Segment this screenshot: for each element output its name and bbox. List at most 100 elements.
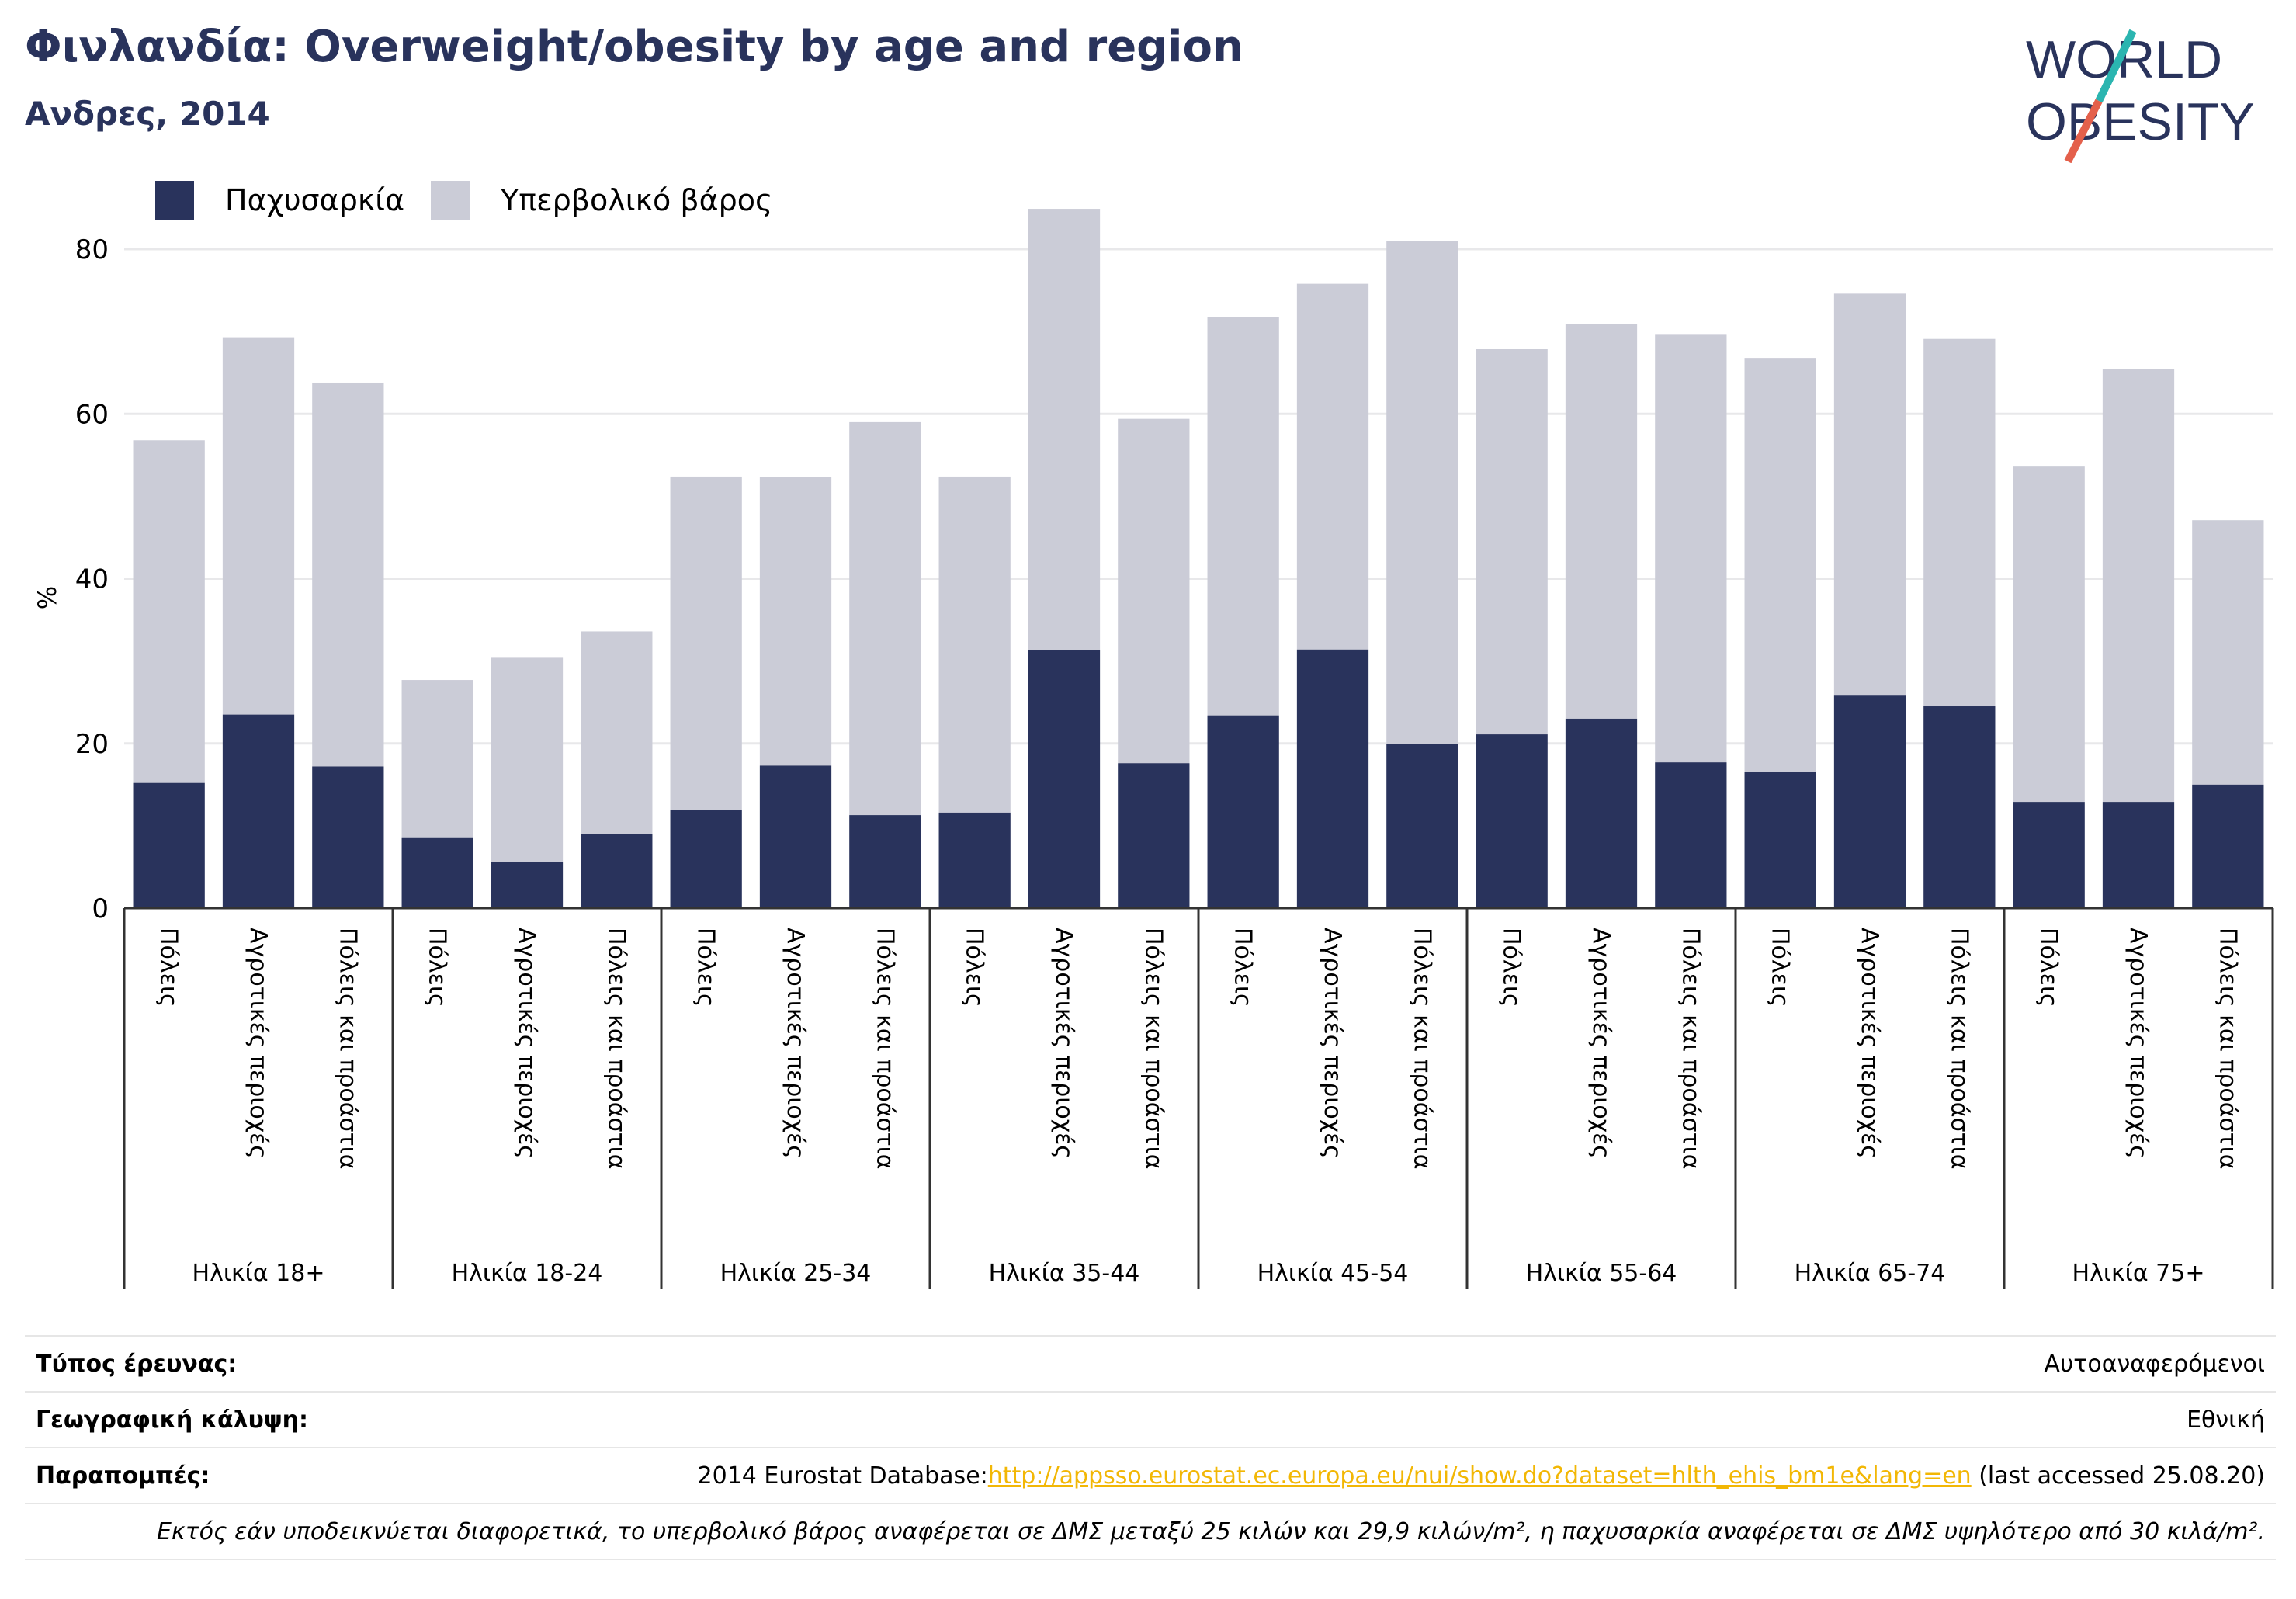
y-tick-label: 60 (75, 399, 109, 430)
references-label: Παραπομπές: (36, 1462, 210, 1490)
bar-overweight (1386, 241, 1458, 744)
bar-obesity (1923, 706, 1996, 908)
bar-overweight (222, 337, 295, 715)
bar-obesity (1028, 650, 1101, 908)
bar-obesity (1207, 715, 1279, 908)
bar-overweight (2013, 466, 2085, 803)
bar-overweight (1565, 324, 1638, 719)
group-label: Ηλικία 45-54 (1257, 1260, 1409, 1287)
references-link[interactable]: http://appsso.eurostat.ec.europa.eu/nui/… (987, 1462, 1972, 1490)
logo-slash-teal (2095, 29, 2137, 103)
bar-obesity (1565, 718, 1638, 908)
legend-swatch-obesity (155, 181, 194, 220)
coverage-label: Γεωγραφική κάλυψη: (36, 1406, 309, 1434)
x-tick-label: Πόλεις (692, 928, 720, 1008)
x-tick-label: Αγροτικές περιοχές (513, 928, 540, 1159)
bar-overweight (401, 680, 473, 838)
legend-swatch-overweight (431, 181, 470, 220)
y-tick-label: 0 (92, 893, 109, 924)
bar-obesity (2102, 802, 2175, 908)
info-row-survey-type: Τύπος έρευνας: Αυτοαναφερόμενοι (25, 1335, 2276, 1391)
bar-obesity (1744, 772, 1816, 908)
x-tick-label: Αγροτικές περιοχές (1587, 928, 1614, 1159)
bar-overweight (849, 421, 921, 816)
x-tick-label: Πόλεις και προάστια (2214, 928, 2241, 1170)
x-tick-label: Πόλεις και προάστια (1677, 928, 1704, 1170)
bar-overweight (670, 476, 742, 810)
x-tick-label: Πόλεις (424, 928, 451, 1008)
bar-overweight (1476, 349, 1548, 735)
bar-overweight (759, 477, 832, 766)
chart-title: Φινλανδία: Overweight/obesity by age and… (25, 22, 1243, 72)
bar-obesity (670, 810, 742, 908)
info-row-coverage: Γεωγραφική κάλυψη: Εθνική (25, 1391, 2276, 1447)
x-tick-label: Αγροτικές περιοχές (782, 928, 809, 1159)
coverage-value: Εθνική (2187, 1406, 2265, 1434)
x-tick-label: Πόλεις και προάστια (334, 928, 361, 1170)
x-tick-label: Πόλεις και προάστια (1945, 928, 1972, 1170)
x-tick-label: Πόλεις (1230, 928, 1257, 1008)
bar-overweight (2192, 520, 2264, 785)
bar-overweight (491, 657, 564, 862)
bar-obesity (2192, 784, 2264, 908)
bar-overweight (1923, 338, 1996, 707)
bar-obesity (222, 714, 295, 908)
bar-obesity (1386, 744, 1458, 908)
survey-type-label: Τύπος έρευνας: (36, 1351, 238, 1378)
group-label: Ηλικία 18+ (192, 1260, 325, 1287)
y-tick-label: 80 (75, 234, 109, 265)
bar-overweight (581, 631, 653, 834)
bar-overweight (133, 440, 205, 783)
group-label: Ηλικία 55-64 (1526, 1260, 1677, 1287)
bar-overweight (1028, 209, 1101, 650)
bar-overweight (1207, 317, 1279, 716)
group-label: Ηλικία 25-34 (720, 1260, 872, 1287)
bar-obesity (401, 837, 473, 908)
x-tick-label: Πόλεις (1767, 928, 1794, 1008)
bar-obesity (849, 815, 921, 908)
bar-overweight (1296, 283, 1369, 650)
group-label: Ηλικία 75+ (2072, 1260, 2205, 1287)
logo-slash-red (2064, 99, 2103, 163)
bar-obesity (491, 862, 564, 908)
survey-type-value: Αυτοαναφερόμενοι (2044, 1351, 2265, 1378)
bar-obesity (1476, 734, 1548, 908)
x-tick-label: Αγροτικές περιοχές (1319, 928, 1346, 1159)
bar-obesity (1655, 762, 1727, 908)
y-tick-label: 20 (75, 729, 109, 760)
bar-obesity (133, 782, 205, 908)
bar-obesity (1296, 649, 1369, 908)
x-tick-label: Πόλεις και προάστια (602, 928, 629, 1170)
group-label: Ηλικία 35-44 (989, 1260, 1140, 1287)
x-tick-label: Αγροτικές περιοχές (2124, 928, 2152, 1159)
x-tick-label: Πόλεις και προάστια (1408, 928, 1435, 1170)
y-axis-label: % (33, 586, 62, 609)
bar-obesity (2013, 802, 2085, 908)
y-tick-label: 40 (75, 564, 109, 595)
x-tick-label: Αγροτικές περιοχές (245, 928, 272, 1159)
x-tick-label: Αγροτικές περιοχές (1856, 928, 1883, 1159)
references-suffix: (last accessed 25.08.20) (1971, 1462, 2265, 1490)
logo-text-obesity: OBESITY (2026, 92, 2255, 151)
x-tick-label: Πόλεις και προάστια (871, 928, 898, 1170)
references-value: 2014 Eurostat Database:http://appsso.eur… (698, 1462, 2265, 1490)
bar-obesity (1118, 763, 1190, 908)
bar-overweight (1655, 334, 1727, 763)
bar-overweight (312, 382, 384, 767)
bar-obesity (759, 765, 832, 908)
legend-item-obesity: Παχυσαρκία (155, 180, 404, 220)
bar-overweight (2102, 369, 2175, 803)
chart-subtitle: Ανδρες, 2014 (25, 95, 270, 133)
legend-item-overweight: Υπερβολικό βάρος (431, 180, 772, 220)
group-label: Ηλικία 65-74 (1795, 1260, 1946, 1287)
x-tick-label: Πόλεις (2035, 928, 2062, 1008)
bar-overweight (1118, 418, 1190, 764)
bar-overweight (1833, 293, 1906, 696)
world-obesity-logo: WORLD OBESITY (2026, 29, 2255, 163)
info-row-references: Παραπομπές: 2014 Eurostat Database:http:… (25, 1447, 2276, 1503)
legend-label-obesity: Παχυσαρκία (225, 183, 405, 217)
bar-obesity (312, 766, 384, 908)
bar-obesity (938, 812, 1011, 908)
references-prefix: 2014 Eurostat Database: (697, 1462, 988, 1490)
group-label: Ηλικία 18-24 (452, 1260, 603, 1287)
